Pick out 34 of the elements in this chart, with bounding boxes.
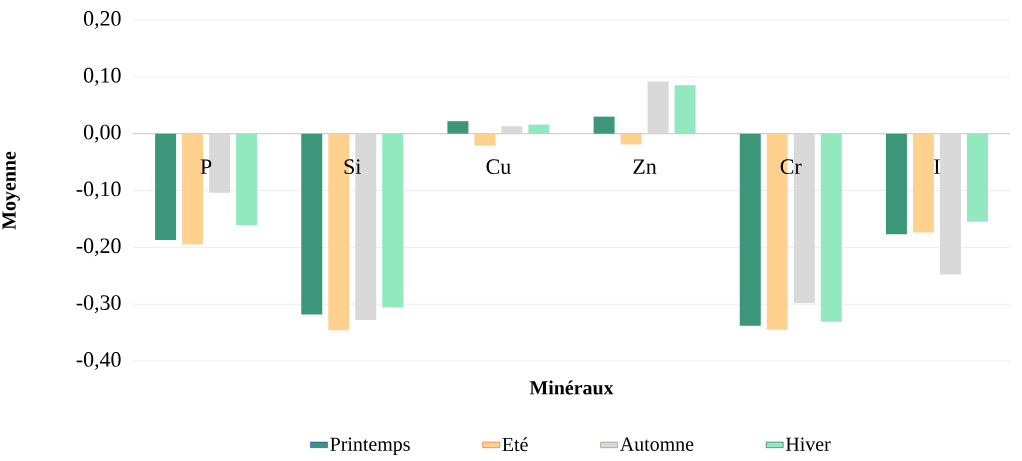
y-tick-label: 0,00	[83, 124, 121, 143]
bar	[739, 133, 761, 326]
bar	[593, 116, 615, 134]
y-tick-label: -0,40	[76, 352, 121, 370]
y-tick-label: -0,10	[76, 181, 121, 200]
bar	[155, 133, 177, 240]
legend-label: Automne	[620, 437, 694, 451]
bar	[820, 133, 842, 322]
x-axis-title: Minéraux	[529, 380, 614, 395]
bar	[474, 133, 496, 146]
x-tick-label: Zn	[633, 159, 657, 174]
legend-label: Printemps	[330, 437, 410, 455]
y-tick-label: -0,20	[76, 238, 121, 257]
bar	[528, 124, 550, 134]
bar	[301, 133, 323, 315]
bar	[674, 85, 696, 134]
y-tick-label: 0,10	[83, 67, 121, 86]
y-tick-label: 0,20	[83, 11, 121, 29]
x-tick-label: P	[200, 159, 212, 174]
bar	[966, 133, 988, 222]
y-tick-label: -0,30	[76, 295, 121, 314]
bar	[912, 133, 934, 233]
bar	[620, 133, 642, 145]
x-tick-label: Cr	[780, 159, 802, 175]
bar	[447, 121, 469, 134]
bar	[382, 133, 404, 308]
x-tick-label: Si	[344, 159, 361, 175]
x-tick-label: Cu	[486, 159, 511, 175]
x-tick-label: I	[934, 159, 940, 174]
bar	[885, 133, 907, 235]
legend-label: Eté	[502, 437, 528, 452]
legend-label: Hiver	[785, 437, 831, 451]
bar	[236, 133, 258, 226]
y-axis-title: Moyenne	[2, 151, 20, 230]
